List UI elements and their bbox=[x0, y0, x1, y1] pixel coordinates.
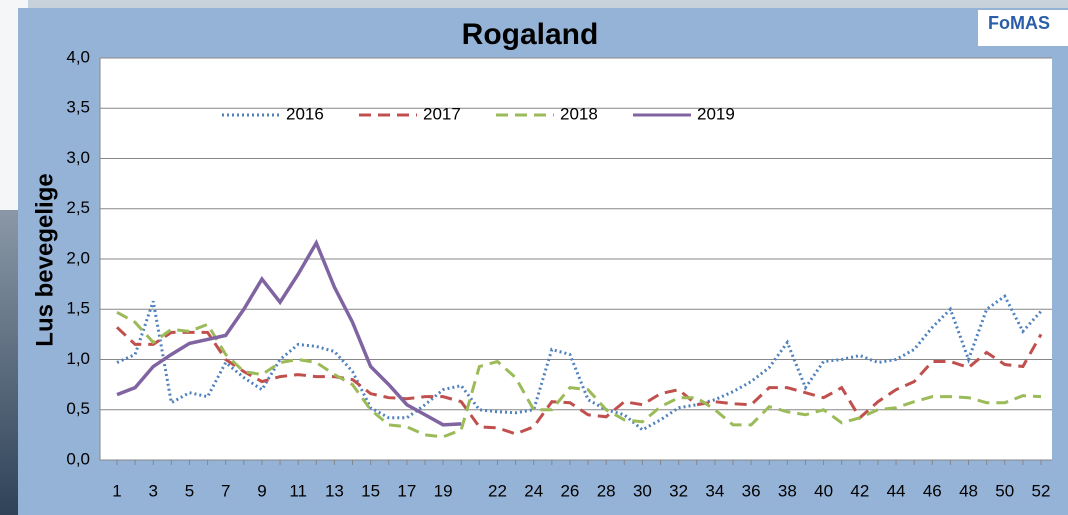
x-tick-label: 46 bbox=[923, 481, 942, 500]
x-tick-label: 5 bbox=[185, 481, 194, 500]
x-tick-label: 9 bbox=[257, 481, 266, 500]
y-tick-label: 3,5 bbox=[66, 98, 90, 117]
y-tick-label: 1,0 bbox=[66, 349, 90, 368]
x-tick-label: 22 bbox=[488, 481, 507, 500]
x-tick-label: 28 bbox=[597, 481, 616, 500]
x-tick-label: 36 bbox=[742, 481, 761, 500]
y-tick-label: 3,0 bbox=[66, 148, 90, 167]
x-tick-label: 13 bbox=[325, 481, 344, 500]
y-tick-label: 0,0 bbox=[66, 449, 90, 468]
legend-label: 2019 bbox=[697, 104, 735, 123]
chart-title: Rogaland bbox=[462, 18, 599, 51]
x-tick-label: 32 bbox=[669, 481, 688, 500]
x-tick-label: 19 bbox=[434, 481, 453, 500]
y-tick-label: 1,5 bbox=[66, 299, 90, 318]
x-tick-label: 38 bbox=[778, 481, 797, 500]
x-tick-label: 42 bbox=[850, 481, 869, 500]
x-tick-label: 48 bbox=[959, 481, 978, 500]
legend-label: 2016 bbox=[286, 104, 324, 123]
x-tick-label: 44 bbox=[887, 481, 906, 500]
y-tick-label: 2,0 bbox=[66, 248, 90, 267]
x-tick-label: 26 bbox=[560, 481, 579, 500]
x-tick-label: 50 bbox=[995, 481, 1014, 500]
x-tick-label: 3 bbox=[149, 481, 158, 500]
x-tick-label: 30 bbox=[633, 481, 652, 500]
y-tick-label: 2,5 bbox=[66, 198, 90, 217]
x-tick-label: 40 bbox=[814, 481, 833, 500]
x-tick-label: 52 bbox=[1032, 481, 1051, 500]
x-tick-label: 1 bbox=[112, 481, 121, 500]
y-axis-label: Lus bevegelige bbox=[31, 173, 58, 346]
x-tick-label: 7 bbox=[221, 481, 230, 500]
legend-label: 2018 bbox=[560, 104, 598, 123]
x-tick-label: 11 bbox=[289, 481, 307, 500]
logo: FoMAS bbox=[988, 13, 1050, 33]
y-tick-label: 0,5 bbox=[66, 399, 90, 418]
x-tick-label: 34 bbox=[705, 481, 724, 500]
legend-label: 2017 bbox=[423, 104, 461, 123]
chart: FoMAS Rogaland Lus bevegelige 0,0 0,5 1,0 1… bbox=[0, 0, 1068, 515]
x-tick-label: 24 bbox=[524, 481, 543, 500]
y-tick-label: 4,0 bbox=[66, 47, 90, 66]
x-tick-label: 15 bbox=[361, 481, 380, 500]
x-tick-label: 17 bbox=[397, 481, 416, 500]
